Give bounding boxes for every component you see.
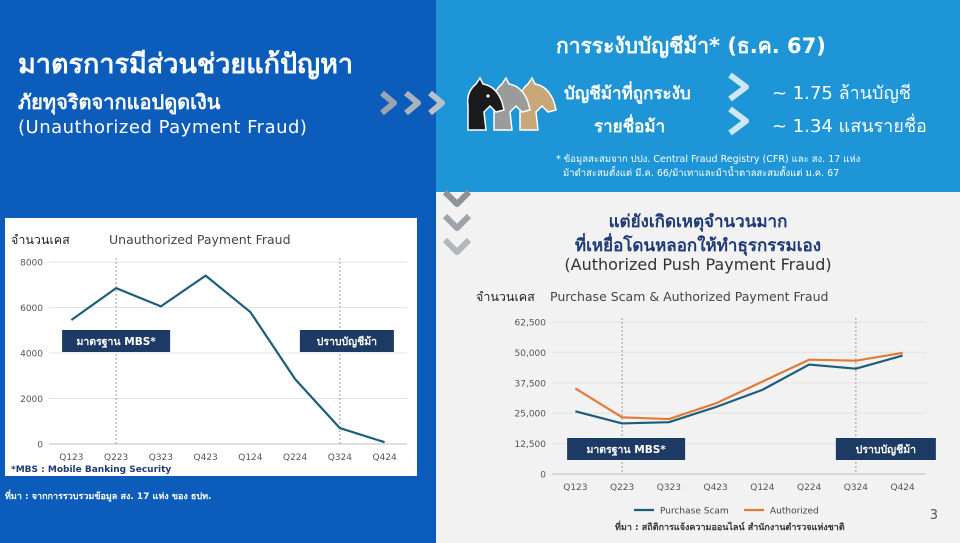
horse-heads-icon bbox=[462, 76, 558, 136]
x-tick-label: Q423 bbox=[703, 483, 727, 493]
left-title-english: (Unauthorized Payment Fraud) bbox=[18, 117, 308, 138]
x-tick-label: Q424 bbox=[890, 483, 915, 493]
x-tick-label: Q124 bbox=[750, 483, 775, 493]
callout-box bbox=[835, 438, 936, 460]
y-tick-label: 25,000 bbox=[515, 410, 547, 420]
series-line-1 bbox=[575, 354, 903, 425]
mule-names-value: ~ 1.34 แสนรายชื่อ bbox=[772, 116, 927, 137]
y-tick-label: 4000 bbox=[20, 350, 43, 360]
y-axis-label: จำนวนเคส bbox=[11, 232, 70, 247]
callout-box bbox=[62, 330, 171, 352]
chart-purchase-scam: จำนวนเคส Purchase Scam & Authorized Payme… bbox=[474, 284, 940, 536]
note-line-2: ม้าดำสะสมตั้งแต่ มี.ค. 66/ม้าเทาและม้าน้… bbox=[563, 168, 840, 179]
note-line-1: * ข้อมูลสะสมจาก ปปง. Central Fraud Regis… bbox=[556, 154, 861, 165]
right-bottom-title-1: แต่ยังเกิดเหตุจำนวนมาก bbox=[608, 212, 788, 232]
y-tick-label: 62,500 bbox=[515, 319, 547, 329]
page-number: 3 bbox=[929, 508, 938, 523]
chevrons-right-icon bbox=[380, 90, 445, 116]
series-line-2 bbox=[574, 351, 903, 421]
callout-label: มาตรฐาน MBS* bbox=[586, 444, 666, 456]
left-subtitle: ภัยทุจริตจากแอปดูดเงิน bbox=[18, 90, 221, 114]
left-title: มาตรการมีส่วนช่วยแก้ปัญหา bbox=[18, 49, 354, 80]
right-bottom-title-english: (Authorized Push Payment Fraud) bbox=[564, 255, 832, 274]
series-line-1 bbox=[70, 274, 385, 444]
callout-box bbox=[567, 438, 686, 460]
callout-label: ปราบบัญชีม้า bbox=[317, 335, 378, 348]
mule-names-label: รายชื่อม้า bbox=[594, 117, 666, 137]
x-tick-label: Q223 bbox=[104, 453, 128, 463]
y-tick-label: 0 bbox=[37, 441, 43, 451]
x-tick-label: Q423 bbox=[193, 453, 217, 463]
suspended-accounts-value: ~ 1.75 ล้านบัญชี bbox=[772, 83, 912, 104]
callout-label: ปราบบัญชีม้า bbox=[856, 443, 917, 456]
right-top-title: การระงับบัญชีม้า* (ธ.ค. 67) bbox=[556, 34, 826, 58]
right-bottom-panel: แต่ยังเกิดเหตุจำนวนมาก ที่เหยื่อโดนหลอกใ… bbox=[436, 192, 960, 543]
chart-2-svg: จำนวนเคส Purchase Scam & Authorized Payme… bbox=[476, 289, 936, 533]
y-tick-label: 12,500 bbox=[515, 440, 547, 450]
y-tick-label: 6000 bbox=[20, 304, 43, 314]
chart-unauthorized-fraud: จำนวนเคส Unauthorized Payment Fraud 0 2000 4… bbox=[5, 218, 417, 476]
y-tick-label: 50,000 bbox=[515, 349, 547, 359]
x-tick-label: Q123 bbox=[59, 453, 83, 463]
x-tick-label: Q323 bbox=[149, 453, 173, 463]
x-tick-label: Q324 bbox=[328, 453, 353, 463]
right-top-panel: การระงับบัญชีม้า* (ธ.ค. 67) บัญชีม้าที่ถ… bbox=[436, 0, 960, 192]
x-tick-label: Q123 bbox=[563, 483, 587, 493]
chevrons-down-icon bbox=[442, 189, 472, 255]
chart-title: Purchase Scam & Authorized Payment Fraud bbox=[550, 289, 828, 304]
x-tick-label: Q324 bbox=[844, 483, 869, 493]
left-source: ที่มา : จากการรวบรวมข้อมูล สง. 17 แห่ง ข… bbox=[5, 492, 212, 502]
callout-box bbox=[299, 330, 394, 352]
suspended-accounts-label: บัญชีม้าที่ถูกระงับ bbox=[564, 84, 691, 104]
chart-title: Unauthorized Payment Fraud bbox=[109, 232, 291, 247]
chart-1-svg: จำนวนเคส Unauthorized Payment Fraud 0 2000 4… bbox=[11, 232, 407, 475]
chart-1-footnote: *MBS : Mobile Banking Security bbox=[11, 465, 171, 475]
x-tick-label: Q124 bbox=[238, 453, 263, 463]
x-tick-label: Q424 bbox=[372, 453, 397, 463]
legend-label: Purchase Scam bbox=[660, 507, 729, 517]
y-axis-label: จำนวนเคส bbox=[476, 289, 535, 304]
chart-2-source: ที่มา : สถิติการแจ้งความออนไลน์ สำนักงาน… bbox=[615, 520, 845, 533]
right-bottom-title-2: ที่เหยื่อโดนหลอกให้ทำธุรกรรมเอง bbox=[574, 236, 822, 256]
y-tick-label: 8000 bbox=[20, 259, 43, 269]
x-tick-label: Q224 bbox=[283, 453, 308, 463]
y-tick-label: 37,500 bbox=[515, 379, 547, 389]
callout-label: มาตรฐาน MBS* bbox=[76, 336, 156, 348]
x-tick-label: Q223 bbox=[610, 483, 634, 493]
y-tick-label: 2000 bbox=[20, 395, 43, 405]
arrow-chevrons-icon bbox=[728, 73, 749, 136]
y-tick-label: 0 bbox=[540, 471, 546, 481]
x-tick-label: Q224 bbox=[797, 483, 822, 493]
x-tick-label: Q323 bbox=[657, 483, 681, 493]
legend-label: Authorized bbox=[770, 507, 819, 517]
